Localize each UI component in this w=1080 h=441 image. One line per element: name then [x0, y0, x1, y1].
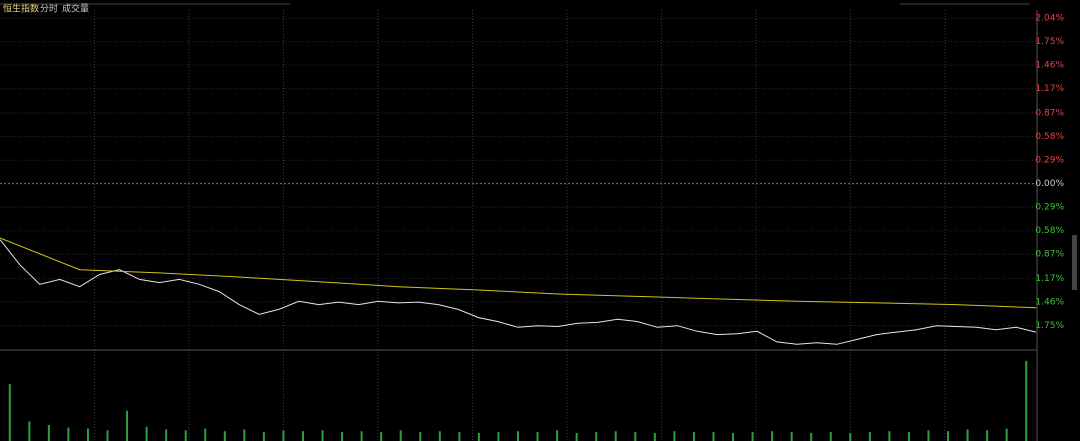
volume-bar	[1005, 428, 1008, 441]
chart-title: 恒生指数	[3, 3, 39, 15]
volume-bar	[986, 430, 989, 441]
volume-bar	[556, 430, 559, 441]
y-tick-label: 1.75%	[1035, 321, 1064, 331]
volume-bar	[966, 429, 969, 441]
volume-bar	[497, 432, 500, 441]
y-tick-label: 0.58%	[1035, 226, 1064, 236]
volume-bar	[536, 432, 539, 441]
volume-bar	[673, 431, 676, 441]
price-line	[0, 239, 1037, 345]
volume-bar	[829, 432, 832, 441]
y-tick-label: 1.75%	[1035, 37, 1064, 47]
volume-bar	[223, 431, 226, 441]
y-tick-label: 2.04%	[1035, 14, 1064, 24]
volume-bar	[184, 430, 187, 441]
y-tick-label: 0.29%	[1035, 203, 1064, 213]
volume-bar	[692, 432, 695, 441]
volume-bar	[47, 424, 50, 441]
volume-bar	[790, 432, 793, 441]
average-line	[0, 237, 1037, 309]
volume-bar	[712, 432, 715, 441]
volume-bar	[8, 384, 11, 441]
volume-bar	[927, 430, 930, 441]
volume-bar	[868, 432, 871, 441]
y-tick-label: 0.87%	[1035, 109, 1064, 119]
volume-bar	[67, 427, 70, 441]
volume-bar	[614, 431, 617, 441]
volume-bar	[751, 432, 754, 441]
volume-bar	[907, 432, 910, 441]
volume-bar	[849, 432, 852, 441]
volume-bar	[204, 428, 207, 441]
volume-bar	[145, 426, 148, 441]
volume-bar	[380, 432, 383, 441]
volume-bar	[595, 432, 598, 441]
volume-bar	[653, 432, 656, 441]
volume-bar	[575, 432, 578, 441]
volume-bar	[126, 410, 129, 441]
volume-bar	[419, 432, 422, 441]
volume-bar	[732, 432, 735, 441]
y-tick-label: 0.29%	[1035, 156, 1064, 166]
volume-bar	[810, 432, 813, 441]
volume-bar	[947, 431, 950, 441]
volume-bar	[86, 428, 89, 441]
volume-bar	[243, 429, 246, 441]
volume-bar	[438, 431, 441, 441]
volume-bar	[341, 432, 344, 441]
y-tick-label: 0.87%	[1035, 250, 1064, 260]
top-bar: 恒生指数 分时 成交量	[0, 3, 1030, 15]
y-tick-label: 1.17%	[1035, 84, 1064, 94]
volume-bar	[458, 432, 461, 441]
volume-bar	[360, 431, 363, 441]
y-tick-label: 1.46%	[1035, 298, 1064, 308]
volume-bar	[477, 432, 480, 441]
volume-bar	[399, 430, 402, 441]
tab[interactable]: 成交量	[62, 3, 89, 15]
volume-bar	[321, 430, 324, 441]
volume-bar	[165, 429, 168, 441]
volume-bar	[282, 430, 285, 441]
y-tick-label: 0.58%	[1035, 132, 1064, 142]
y-tick-label: 0.00%	[1035, 179, 1064, 189]
volume-bar	[634, 432, 637, 441]
volume-bar	[28, 421, 31, 441]
volume-bar	[106, 430, 109, 441]
volume-bar	[262, 432, 265, 441]
y-tick-label: 1.46%	[1035, 61, 1064, 71]
volume-bar	[301, 431, 304, 441]
volume-bar	[517, 431, 519, 441]
tab[interactable]: 分时	[40, 3, 58, 15]
volume-bar	[888, 431, 891, 441]
y-tick-label: 1.17%	[1035, 274, 1064, 284]
volume-bar	[1025, 360, 1028, 441]
volume-bar	[771, 431, 774, 441]
scrollbar[interactable]	[1072, 235, 1077, 290]
